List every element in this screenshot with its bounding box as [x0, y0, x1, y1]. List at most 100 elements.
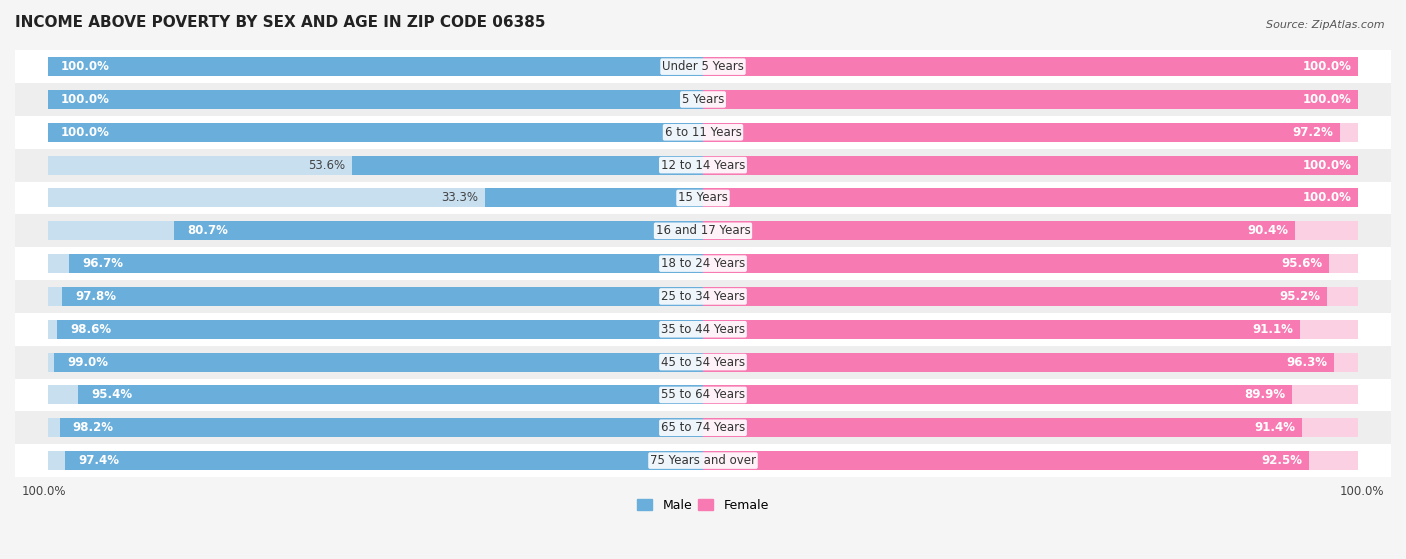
- Bar: [703, 57, 1358, 76]
- Legend: Male, Female: Male, Female: [633, 494, 773, 517]
- Text: 97.4%: 97.4%: [77, 454, 120, 467]
- Bar: [15, 280, 1391, 313]
- Bar: [703, 155, 1358, 174]
- Bar: [15, 411, 1391, 444]
- Bar: [48, 90, 703, 109]
- Bar: [48, 155, 703, 174]
- Text: 92.5%: 92.5%: [1261, 454, 1302, 467]
- Text: 96.7%: 96.7%: [83, 257, 124, 270]
- Bar: [15, 116, 1391, 149]
- Text: 91.4%: 91.4%: [1254, 421, 1295, 434]
- Text: 95.4%: 95.4%: [91, 389, 132, 401]
- Bar: [56, 320, 703, 339]
- Bar: [703, 287, 1358, 306]
- Bar: [703, 287, 1327, 306]
- Bar: [703, 57, 1358, 76]
- Text: 55 to 64 Years: 55 to 64 Years: [661, 389, 745, 401]
- Text: 53.6%: 53.6%: [308, 159, 346, 172]
- Text: 25 to 34 Years: 25 to 34 Years: [661, 290, 745, 303]
- Bar: [703, 353, 1334, 372]
- Bar: [48, 221, 703, 240]
- Bar: [703, 254, 1358, 273]
- Bar: [55, 353, 703, 372]
- Bar: [62, 287, 703, 306]
- Text: 15 Years: 15 Years: [678, 192, 728, 205]
- Bar: [485, 188, 703, 207]
- Text: 6 to 11 Years: 6 to 11 Years: [665, 126, 741, 139]
- Text: 100.0%: 100.0%: [1303, 60, 1351, 73]
- Text: 98.6%: 98.6%: [70, 323, 111, 336]
- Bar: [352, 155, 703, 174]
- Bar: [703, 451, 1309, 470]
- Bar: [48, 254, 703, 273]
- Bar: [703, 221, 1358, 240]
- Bar: [48, 385, 703, 405]
- Text: 100.0%: 100.0%: [1303, 192, 1351, 205]
- Bar: [703, 90, 1358, 109]
- Text: 100.0%: 100.0%: [1340, 485, 1385, 498]
- Bar: [48, 188, 703, 207]
- Text: 100.0%: 100.0%: [1303, 159, 1351, 172]
- Bar: [703, 254, 1330, 273]
- Text: 18 to 24 Years: 18 to 24 Years: [661, 257, 745, 270]
- Text: 96.3%: 96.3%: [1286, 356, 1327, 368]
- Bar: [703, 155, 1358, 174]
- Bar: [703, 451, 1358, 470]
- Bar: [48, 353, 703, 372]
- Bar: [15, 83, 1391, 116]
- Bar: [703, 320, 1301, 339]
- Text: 100.0%: 100.0%: [60, 60, 110, 73]
- Text: Under 5 Years: Under 5 Years: [662, 60, 744, 73]
- Text: 75 Years and over: 75 Years and over: [650, 454, 756, 467]
- Text: 80.7%: 80.7%: [187, 224, 228, 237]
- Bar: [703, 385, 1358, 405]
- Bar: [15, 313, 1391, 345]
- Text: 97.2%: 97.2%: [1292, 126, 1333, 139]
- Bar: [48, 451, 703, 470]
- Bar: [703, 385, 1292, 405]
- Bar: [15, 444, 1391, 477]
- Bar: [15, 149, 1391, 182]
- Bar: [703, 188, 1358, 207]
- Bar: [48, 123, 703, 142]
- Text: 97.8%: 97.8%: [76, 290, 117, 303]
- Text: 100.0%: 100.0%: [1303, 93, 1351, 106]
- Bar: [703, 123, 1340, 142]
- Text: 16 and 17 Years: 16 and 17 Years: [655, 224, 751, 237]
- Text: 99.0%: 99.0%: [67, 356, 108, 368]
- Bar: [48, 418, 703, 437]
- Bar: [703, 418, 1302, 437]
- Bar: [703, 221, 1295, 240]
- Bar: [15, 247, 1391, 280]
- Bar: [15, 214, 1391, 247]
- Bar: [48, 57, 703, 76]
- Text: 100.0%: 100.0%: [60, 93, 110, 106]
- Bar: [15, 345, 1391, 378]
- Text: 89.9%: 89.9%: [1244, 389, 1285, 401]
- Bar: [48, 320, 703, 339]
- Bar: [15, 182, 1391, 214]
- Text: 65 to 74 Years: 65 to 74 Years: [661, 421, 745, 434]
- Text: 100.0%: 100.0%: [60, 126, 110, 139]
- Bar: [48, 57, 703, 76]
- Bar: [69, 254, 703, 273]
- Text: 95.2%: 95.2%: [1279, 290, 1320, 303]
- Bar: [77, 385, 703, 405]
- Text: 91.1%: 91.1%: [1253, 323, 1294, 336]
- Text: Source: ZipAtlas.com: Source: ZipAtlas.com: [1267, 20, 1385, 30]
- Bar: [15, 50, 1391, 83]
- Bar: [703, 320, 1358, 339]
- Text: 35 to 44 Years: 35 to 44 Years: [661, 323, 745, 336]
- Text: 95.6%: 95.6%: [1282, 257, 1323, 270]
- Bar: [48, 123, 703, 142]
- Bar: [48, 90, 703, 109]
- Text: 100.0%: 100.0%: [21, 485, 66, 498]
- Bar: [703, 123, 1358, 142]
- Text: 12 to 14 Years: 12 to 14 Years: [661, 159, 745, 172]
- Text: 5 Years: 5 Years: [682, 93, 724, 106]
- Text: 90.4%: 90.4%: [1247, 224, 1289, 237]
- Bar: [174, 221, 703, 240]
- Bar: [703, 353, 1358, 372]
- Bar: [703, 188, 1358, 207]
- Text: 98.2%: 98.2%: [73, 421, 114, 434]
